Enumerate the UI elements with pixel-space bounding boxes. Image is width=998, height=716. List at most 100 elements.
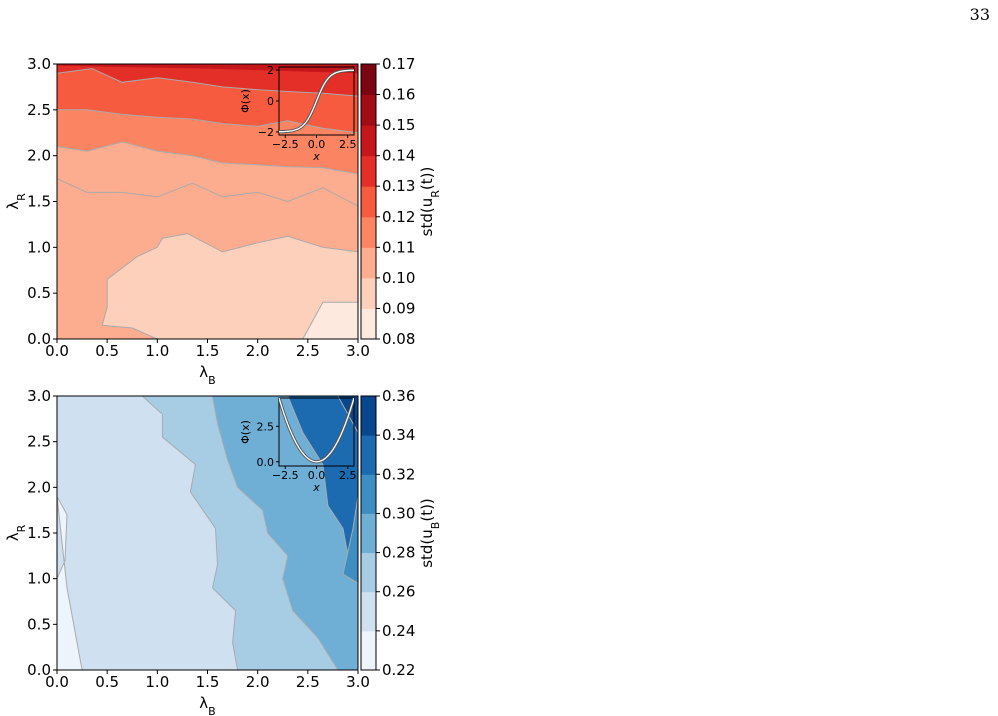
colorbar-segment xyxy=(361,125,376,157)
colorbar-segment xyxy=(361,474,376,514)
x-tick-label: 2.5 xyxy=(296,673,320,691)
y-axis-label: λR xyxy=(4,524,28,541)
colorbar-tick-label: 0.09 xyxy=(382,299,415,317)
colorbar-tick-label: 0.24 xyxy=(382,622,415,640)
inset-y-tick-label: 0.0 xyxy=(257,456,275,469)
x-tick-label: 1.0 xyxy=(145,342,169,360)
inset-x-tick-label: 2.5 xyxy=(339,469,357,482)
contour-band xyxy=(211,396,358,670)
colorbar-tick-label: 0.36 xyxy=(382,387,415,405)
inset-y-tick-label: 2 xyxy=(267,64,274,77)
x-tick-label: 3.0 xyxy=(346,342,370,360)
colorbar-tick-label: 0.26 xyxy=(382,583,415,601)
colorbar-tick-label: 0.17 xyxy=(382,55,415,73)
colorbar-tick-label: 0.34 xyxy=(382,426,415,444)
contour-band xyxy=(287,396,358,580)
y-axis-label: λR xyxy=(4,193,28,210)
x-tick-label: 2.0 xyxy=(246,673,270,691)
colorbar-segment xyxy=(361,94,376,126)
x-tick-label: 3.0 xyxy=(346,673,370,691)
contour-band xyxy=(57,64,358,74)
contour-fill-area xyxy=(57,64,358,339)
y-tick-label: 2.5 xyxy=(27,101,51,119)
y-tick-label: 3.0 xyxy=(27,55,51,73)
x-tick-label: 1.5 xyxy=(196,673,220,691)
inset-x-tick-label: 2.5 xyxy=(339,138,357,151)
inset-x-tick-label: −2.5 xyxy=(272,138,299,151)
inset-x-label: x xyxy=(312,481,320,494)
colorbar-segment xyxy=(361,155,376,187)
colorbar-tick-label: 0.15 xyxy=(382,116,415,134)
y-tick-label: 0.0 xyxy=(27,330,51,348)
colorbar-tick-label: 0.16 xyxy=(382,86,415,104)
contour-fill-area xyxy=(57,396,358,670)
inset-y-tick-label: 0 xyxy=(267,95,274,108)
page-number: 33 xyxy=(969,5,990,24)
colorbar-tick-label: 0.32 xyxy=(382,465,415,483)
x-axis-label: λB xyxy=(199,363,215,387)
inset-x-tick-label: −2.5 xyxy=(272,469,299,482)
colorbar-label: std(uB(t)) xyxy=(418,498,442,568)
x-tick-label: 2.5 xyxy=(296,342,320,360)
colorbar-tick-label: 0.28 xyxy=(382,544,415,562)
contour-plot-top: 0.0 0.5 1.0 1.5 2.0 2.5 3.0 0.0 0.5 1.0 1.5 2.0 2.5 3… xyxy=(4,55,442,387)
colorbar-segment xyxy=(361,186,376,218)
inset-plot: −2.5 0.0 2.5 −2 0 2 x Φ(x) xyxy=(239,64,357,163)
contour-band xyxy=(302,301,358,339)
colorbar-segment xyxy=(361,552,376,593)
y-tick-label: 0.5 xyxy=(27,284,51,302)
y-tick-label: 1.5 xyxy=(27,193,51,211)
colorbar-tick-label: 0.14 xyxy=(382,147,415,165)
y-tick-label: 1.5 xyxy=(27,524,51,542)
y-tick-label: 0.5 xyxy=(27,615,51,633)
colorbar-segment xyxy=(361,630,376,671)
x-tick-label: 0.5 xyxy=(95,673,119,691)
y-tick-label: 1.0 xyxy=(27,570,51,588)
colorbar-tick-label: 0.13 xyxy=(382,177,415,195)
x-tick-label: 0.0 xyxy=(45,342,69,360)
inset-y-tick-label: −2 xyxy=(258,126,274,139)
colorbar-tick-label: 0.10 xyxy=(382,269,415,287)
y-tick-label: 0.0 xyxy=(27,661,51,679)
y-tick-label: 1.0 xyxy=(27,238,51,256)
colorbar-frame xyxy=(360,395,377,671)
inset-x-tick-label: 0.0 xyxy=(308,138,326,151)
colorbar-segment xyxy=(361,435,376,475)
inset-y-label: Φ(x) xyxy=(239,420,252,444)
contour-band xyxy=(342,496,358,584)
colorbar-tick-label: 0.22 xyxy=(382,661,415,679)
colorbar-segment xyxy=(361,308,376,340)
y-tick-label: 2.0 xyxy=(27,147,51,165)
colorbar-segment xyxy=(361,277,376,309)
inset-x-tick-label: 0.0 xyxy=(308,469,326,482)
inset-curve xyxy=(279,69,354,133)
colorbar-segment xyxy=(361,396,376,436)
contour-line xyxy=(57,178,358,207)
x-tick-label: 1.0 xyxy=(145,673,169,691)
colorbar-tick-label: 0.30 xyxy=(382,504,415,522)
colorbar-segment xyxy=(361,247,376,279)
colorbar-tick-label: 0.11 xyxy=(382,238,415,256)
y-tick-label: 3.0 xyxy=(27,387,51,405)
colorbar-segment xyxy=(361,216,376,248)
colorbar-segment xyxy=(361,64,376,96)
contour-band xyxy=(57,64,358,97)
inset-x-label: x xyxy=(312,150,320,163)
contour-plot-bottom: 0.0 0.5 1.0 1.5 2.0 2.5 3.0 0.0 0.5 1.0 1.5 2.0 2.5 3… xyxy=(4,387,442,716)
x-tick-label: 0.0 xyxy=(45,673,69,691)
contour-band xyxy=(101,233,358,339)
x-tick-label: 1.5 xyxy=(196,342,220,360)
colorbar-label: std(uR(t)) xyxy=(418,167,442,237)
x-tick-label: 0.5 xyxy=(95,342,119,360)
colorbar-frame xyxy=(360,63,377,340)
inset-curve xyxy=(279,398,354,463)
inset-plot: −2.5 0.0 2.50.02.5xΦ(x) xyxy=(239,397,357,494)
contour-band xyxy=(57,496,83,670)
inset-y-label: Φ(x) xyxy=(239,89,252,113)
x-axis-label: λB xyxy=(199,694,215,716)
y-tick-label: 2.0 xyxy=(27,478,51,496)
inset-y-tick-label: 2.5 xyxy=(257,420,275,433)
colorbar-tick-label: 0.08 xyxy=(382,330,415,348)
colorbar-segment xyxy=(361,513,376,554)
